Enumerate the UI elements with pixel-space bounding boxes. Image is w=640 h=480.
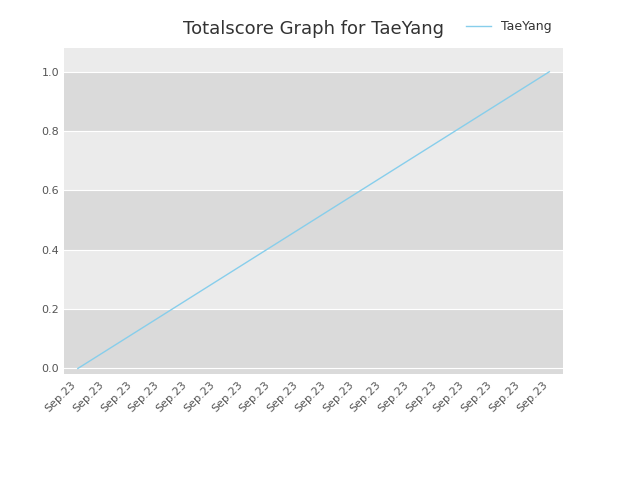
TaeYang <box>545 69 553 74</box>
TaeYang <box>157 313 165 319</box>
TaeYang <box>324 208 332 214</box>
TaeYang <box>129 331 137 336</box>
Bar <box>64 369 563 374</box>
Bar <box>64 191 563 250</box>
TaeYang <box>351 191 359 197</box>
TaeYang <box>102 348 109 354</box>
Bar <box>64 309 563 369</box>
TaeYang <box>268 243 276 249</box>
Bar <box>64 131 563 191</box>
TaeYang <box>74 366 82 372</box>
TaeYang <box>407 156 415 162</box>
TaeYang <box>379 174 387 180</box>
TaeYang <box>296 226 303 232</box>
Bar <box>64 250 563 309</box>
TaeYang <box>185 296 193 301</box>
TaeYang <box>490 104 498 109</box>
Bar <box>64 72 563 131</box>
Legend: TaeYang: TaeYang <box>461 15 557 38</box>
TaeYang <box>518 86 525 92</box>
Bar <box>64 48 563 72</box>
TaeYang <box>241 261 248 266</box>
TaeYang <box>462 121 470 127</box>
TaeYang <box>435 139 442 144</box>
TaeYang <box>212 278 220 284</box>
Line: TaeYang: TaeYang <box>78 72 549 369</box>
Title: Totalscore Graph for TaeYang: Totalscore Graph for TaeYang <box>183 20 444 38</box>
